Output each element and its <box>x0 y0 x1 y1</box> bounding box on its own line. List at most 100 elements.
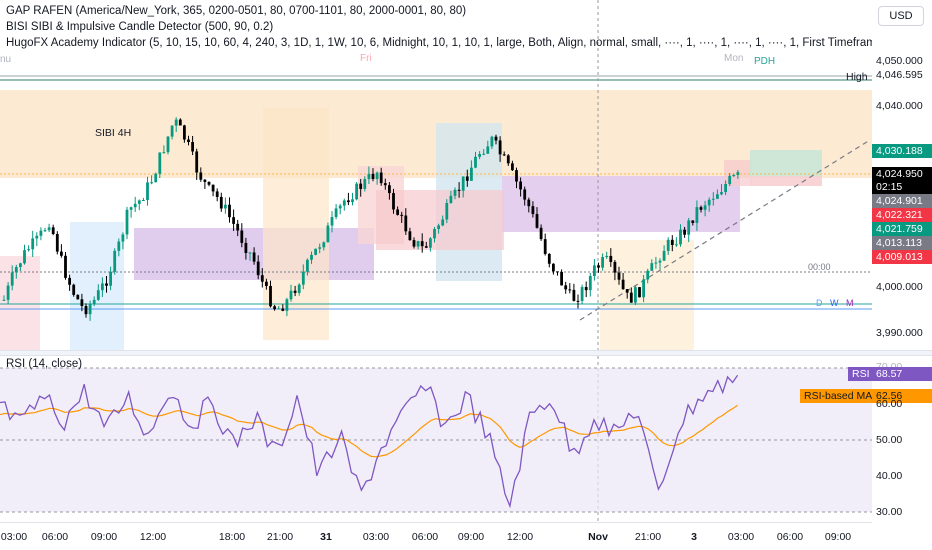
time-tick: 03:00 <box>0 531 28 543</box>
candle-body <box>269 285 272 307</box>
candle-body <box>236 223 240 231</box>
legend-gap-indicator[interactable]: GAP RAFEN (America/New_York, 365, 0200-0… <box>6 5 467 17</box>
candle-body <box>273 306 276 310</box>
price-axis[interactable]: USD 4,050.000 4,046.595 4,040.000 4,030.… <box>872 0 932 350</box>
candle-body <box>125 209 129 235</box>
time-tick: 09:00 <box>824 531 852 543</box>
candle-body <box>84 305 88 315</box>
candle-body <box>183 125 186 140</box>
candlestick-chart[interactable] <box>0 0 872 350</box>
candle-body <box>117 241 121 251</box>
candle-body <box>392 193 395 210</box>
candle-body <box>31 238 35 250</box>
high-price-label: 4,046.595 <box>876 69 923 81</box>
label-nu: nu <box>0 54 12 65</box>
candle-body <box>716 194 719 199</box>
candle-body <box>301 271 305 285</box>
candle-body <box>228 204 231 218</box>
candle-body <box>101 283 104 291</box>
candle-body <box>511 163 514 171</box>
candle-body <box>720 192 723 195</box>
rsi-chart[interactable] <box>0 356 872 522</box>
candle-body <box>47 227 51 231</box>
candle-body <box>519 181 522 190</box>
rsi-tick: 30.00 <box>876 506 903 518</box>
candle-body <box>72 284 76 295</box>
label-sibi-4h: SIBI 4H <box>95 127 132 139</box>
candle-body <box>670 239 674 246</box>
candle-body <box>277 308 281 310</box>
time-tick: 09:00 <box>90 531 118 543</box>
candle-body <box>383 183 387 186</box>
candle-body <box>711 198 715 200</box>
price-tick: 4,000.000 <box>876 281 923 293</box>
label-d: D <box>816 298 823 308</box>
rsi-pane[interactable]: RSI (14, close) <box>0 356 872 522</box>
pane-separator[interactable] <box>0 350 932 356</box>
price-tick: 3,990.000 <box>876 327 923 339</box>
candle-body <box>68 277 71 285</box>
time-tick: 12:00 <box>139 531 167 543</box>
candle-body <box>502 154 506 156</box>
candle-body <box>662 250 666 261</box>
candle-body <box>51 227 55 234</box>
candle-body <box>121 234 125 242</box>
time-tick: 09:00 <box>457 531 485 543</box>
candle-body <box>203 179 207 182</box>
candle-body <box>88 304 92 315</box>
label-high: High <box>846 71 868 83</box>
candle-body <box>14 267 18 273</box>
rsi-tick: 40.00 <box>876 470 903 482</box>
currency-button[interactable]: USD <box>878 6 924 26</box>
time-axis[interactable]: 03:00 06:00 09:00 12:00 18:00 21:00 31 0… <box>0 522 872 550</box>
candle-body <box>207 181 211 185</box>
candle-body <box>137 200 141 204</box>
time-tick: 3 <box>691 531 697 543</box>
rsi-axis[interactable]: 70.00 RSI 68.57 RSI-based MA 62.56 60.00… <box>800 356 932 522</box>
candle-body <box>625 289 629 293</box>
candle-body <box>609 255 613 262</box>
legend-bisi-indicator[interactable]: BISI SIBI & Impulsive Candle Detector (5… <box>6 21 274 33</box>
candle-body <box>527 199 531 207</box>
candle-body <box>240 230 244 243</box>
candle-body <box>351 199 354 203</box>
candle-body <box>109 271 112 286</box>
time-tick: 03:00 <box>362 531 390 543</box>
candle-body <box>359 183 363 189</box>
candle-body <box>379 172 383 184</box>
rsi-legend[interactable]: RSI (14, close) <box>6 358 83 370</box>
candle-body <box>588 276 592 291</box>
rsi-tick: 60.00 <box>876 398 903 410</box>
candle-body <box>470 167 473 181</box>
candle-body <box>248 252 252 254</box>
candle-body <box>338 205 342 209</box>
candle-body <box>35 235 39 239</box>
candle-body <box>617 272 621 280</box>
candle-body <box>543 239 547 254</box>
candle-body <box>679 229 682 245</box>
candle-body <box>556 271 559 273</box>
legend-hugofx-indicator[interactable]: HugoFX Academy Indicator (5, 10, 15, 10,… <box>6 37 872 49</box>
candle-body <box>429 238 432 248</box>
candle-body <box>293 290 297 293</box>
label-m: M <box>846 298 854 308</box>
candle-body <box>322 242 326 248</box>
candle-body <box>564 285 568 290</box>
candle-body <box>375 172 379 180</box>
candle-body <box>646 270 650 280</box>
candle-body <box>416 241 420 247</box>
candle-body <box>146 182 149 200</box>
candle-body <box>724 184 727 193</box>
zone-purple-2 <box>502 176 740 232</box>
candle-body <box>576 300 580 302</box>
time-tick: 21:00 <box>266 531 294 543</box>
candle-body <box>289 290 293 300</box>
candle-body <box>150 182 153 184</box>
price-chart[interactable]: GAP RAFEN (America/New_York, 365, 0200-0… <box>0 0 872 350</box>
candle-body <box>285 299 289 311</box>
candle-body <box>23 250 26 264</box>
zone-blue <box>70 222 124 350</box>
candle-body <box>629 292 633 303</box>
price-tick: 4,040.000 <box>876 100 923 112</box>
candle-body <box>10 272 14 286</box>
